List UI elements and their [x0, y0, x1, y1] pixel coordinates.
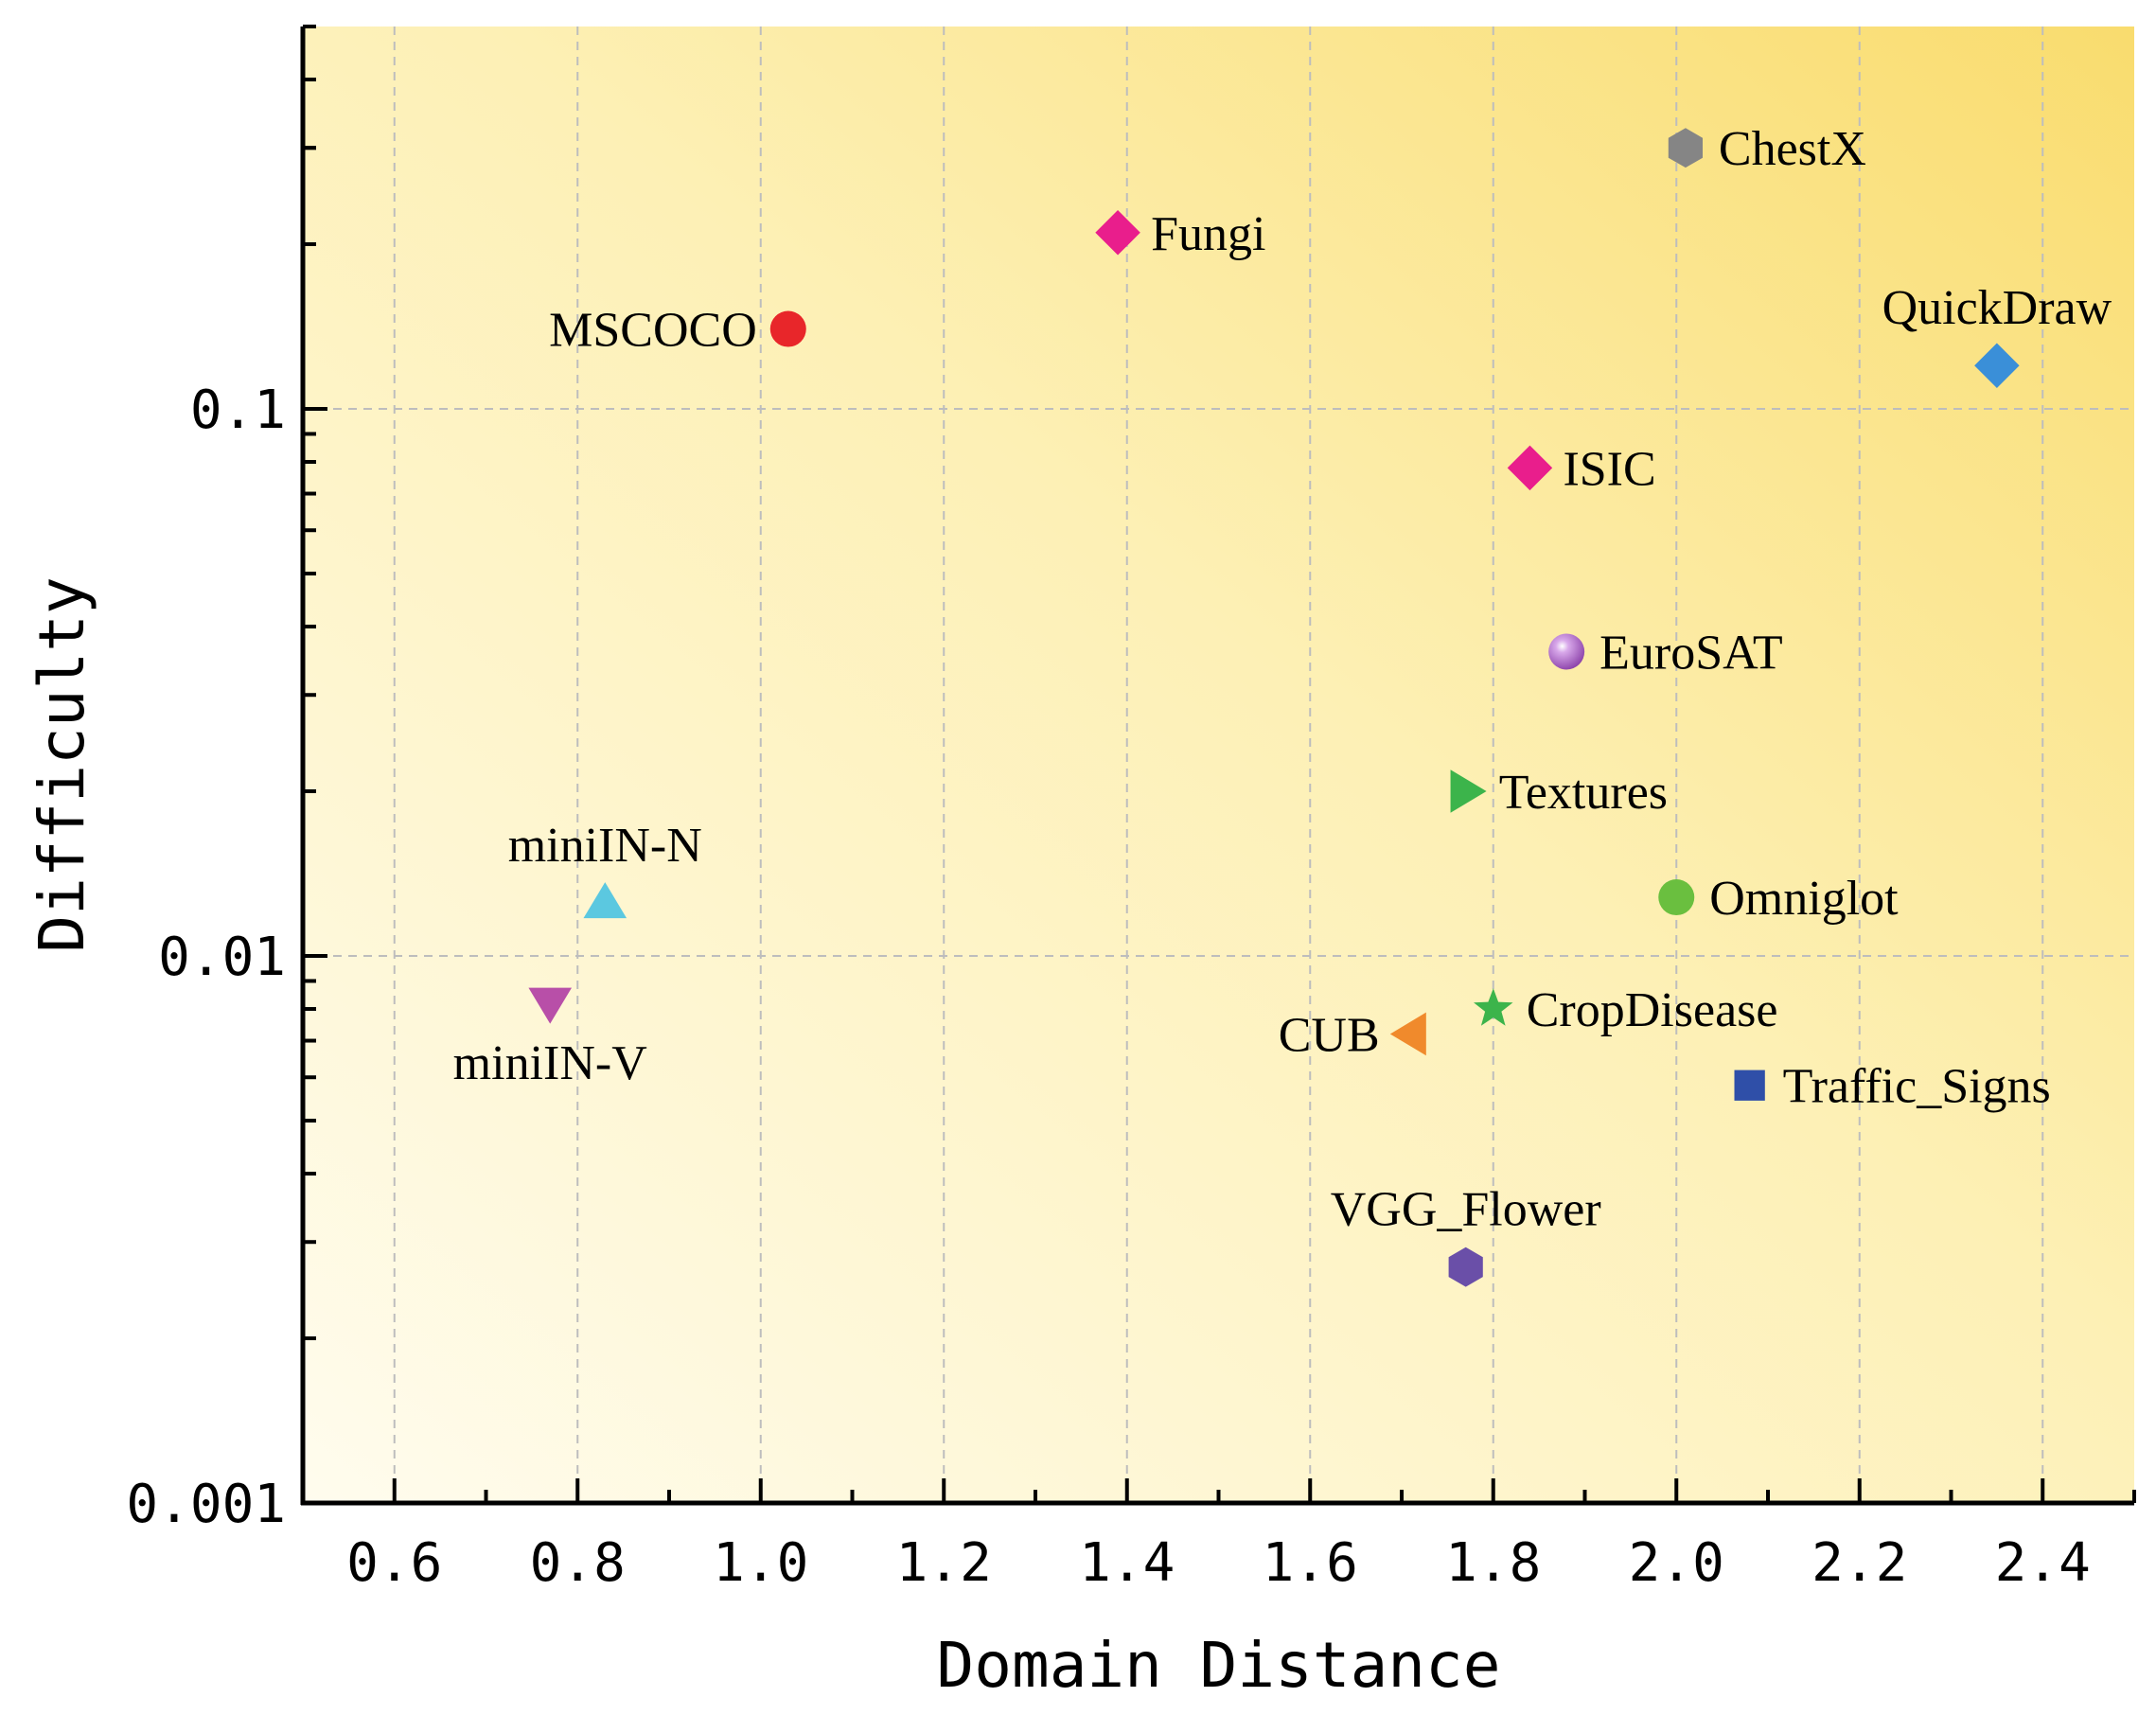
marker-textures [1450, 769, 1487, 813]
x-tick-label: 1.0 [713, 1532, 808, 1594]
marker-traffic-signs [1734, 1070, 1765, 1101]
marker-quickdraw [1974, 343, 2020, 388]
label-fungi: Fungi [1151, 207, 1265, 261]
x-tick-label: 1.4 [1079, 1532, 1175, 1594]
label-eurosat: EuroSAT [1599, 626, 1783, 680]
x-tick-label: 0.6 [346, 1532, 442, 1594]
x-tick-label: 2.0 [1629, 1532, 1724, 1594]
marker-cub [1389, 1012, 1426, 1056]
label-quickdraw: QuickDraw [1882, 281, 2112, 335]
label-cub: CUB [1279, 1008, 1380, 1062]
marker-cropdisease [1474, 988, 1513, 1026]
label-miniin-v: miniIN-V [453, 1036, 647, 1090]
label-omniglot: Omniglot [1709, 872, 1899, 926]
point-labels: ChestX Fungi MSCOCO QuickDraw ISIC EuroSAT Tex… [453, 122, 2112, 1236]
x-tick-label: 2.4 [1995, 1532, 2091, 1594]
x-tick-label: 0.8 [530, 1532, 626, 1594]
label-chestx: ChestX [1719, 122, 1866, 176]
x-tick-label: 1.6 [1263, 1532, 1358, 1594]
marker-mscoco [769, 310, 806, 347]
label-cropdisease: CropDisease [1527, 983, 1778, 1037]
marker-eurosat [1548, 633, 1585, 670]
label-isic: ISIC [1563, 442, 1655, 496]
data-points [528, 128, 2020, 1287]
y-axis-title: Difficulty [26, 576, 98, 952]
label-textures: Textures [1499, 766, 1668, 820]
x-tick-label: 1.2 [896, 1532, 992, 1594]
marker-chestx [1668, 128, 1703, 168]
marker-fungi [1095, 210, 1140, 256]
axes: 0.6 0.8 1.0 1.2 1.4 1.6 1.8 2.0 2.2 2.4 0.001 0.01 0… [126, 25, 2136, 1594]
label-miniin-n: miniIN-N [508, 819, 702, 873]
x-tick-label: 1.8 [1445, 1532, 1541, 1594]
plot-background [303, 27, 2134, 1503]
marker-miniin-n [583, 882, 627, 919]
y-tick-label: 0.01 [158, 927, 286, 988]
y-tick-label: 0.1 [190, 380, 286, 441]
marker-miniin-v [528, 987, 573, 1024]
marker-vgg-flower [1448, 1246, 1483, 1287]
x-tick-label: 2.2 [1811, 1532, 1907, 1594]
y-tick-label: 0.001 [126, 1474, 286, 1535]
label-traffic-signs: Traffic_Signs [1783, 1060, 2051, 1114]
marker-isic [1507, 445, 1553, 491]
label-vgg-flower: VGG_Flower [1331, 1183, 1601, 1237]
label-mscoco: MSCOCO [549, 304, 757, 358]
x-axis-title: Domain Distance [936, 1629, 1500, 1702]
marker-omniglot [1658, 879, 1695, 916]
